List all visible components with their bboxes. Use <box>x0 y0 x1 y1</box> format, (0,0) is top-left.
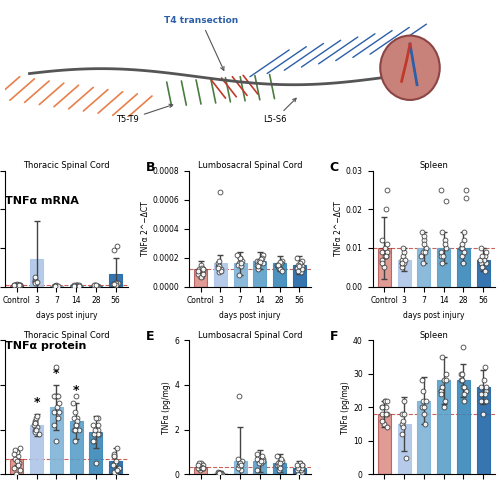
Bar <box>50 408 63 474</box>
Text: TNFα mRNA: TNFα mRNA <box>5 196 79 206</box>
Bar <box>214 472 227 474</box>
Text: *: * <box>34 395 40 408</box>
Text: T5-T9: T5-T9 <box>116 104 172 124</box>
Bar <box>90 286 102 287</box>
Bar <box>378 248 391 287</box>
X-axis label: days post injury: days post injury <box>403 311 464 320</box>
Y-axis label: TNFα (pg/mg): TNFα (pg/mg) <box>342 381 350 434</box>
Bar <box>273 263 286 287</box>
Ellipse shape <box>380 36 440 100</box>
Bar <box>254 260 266 287</box>
Bar <box>70 286 82 287</box>
Title: Spleen: Spleen <box>420 331 448 339</box>
Bar <box>476 387 490 474</box>
Bar <box>398 424 410 474</box>
Y-axis label: TNFα 2^−ΔCT: TNFα 2^−ΔCT <box>334 201 343 256</box>
Title: Spleen: Spleen <box>420 161 448 170</box>
Bar <box>194 269 207 287</box>
Y-axis label: TNFα (pg/mg): TNFα (pg/mg) <box>162 381 172 434</box>
Bar <box>109 274 122 287</box>
Bar <box>234 263 246 287</box>
Bar <box>273 463 286 474</box>
Bar <box>109 461 122 474</box>
Text: B: B <box>146 161 156 174</box>
Bar <box>437 248 450 287</box>
Bar <box>70 421 82 474</box>
Bar <box>418 401 430 474</box>
Bar <box>234 461 246 474</box>
Bar <box>293 468 306 474</box>
Text: L5-S6: L5-S6 <box>263 98 296 124</box>
Text: TNFα protein: TNFα protein <box>5 341 86 351</box>
Bar <box>457 380 470 474</box>
Bar <box>10 285 24 287</box>
X-axis label: days post injury: days post injury <box>36 311 97 320</box>
Text: *: * <box>53 366 60 379</box>
Bar <box>90 432 102 474</box>
Bar <box>30 425 43 474</box>
Bar <box>194 467 207 474</box>
Bar <box>50 286 63 287</box>
Bar <box>293 265 306 287</box>
Bar <box>457 248 470 287</box>
Title: Lumbosacral Spinal Cord: Lumbosacral Spinal Cord <box>198 161 302 170</box>
Text: F: F <box>330 330 338 343</box>
Bar <box>378 414 391 474</box>
Title: Thoracic Spinal Cord: Thoracic Spinal Cord <box>23 331 110 339</box>
Bar <box>254 461 266 474</box>
Text: C: C <box>330 161 339 174</box>
Title: Thoracic Spinal Cord: Thoracic Spinal Cord <box>23 161 110 170</box>
Bar <box>10 459 24 474</box>
Title: Lumbosacral Spinal Cord: Lumbosacral Spinal Cord <box>198 331 302 339</box>
Text: E: E <box>146 330 154 343</box>
Bar <box>398 259 410 287</box>
X-axis label: days post injury: days post injury <box>219 311 281 320</box>
Bar <box>214 263 227 287</box>
Text: T4 transection: T4 transection <box>164 16 238 70</box>
Text: *: * <box>73 384 80 397</box>
Bar <box>418 248 430 287</box>
Bar <box>437 380 450 474</box>
Bar <box>30 258 43 287</box>
Bar <box>476 259 490 287</box>
Y-axis label: TNFα 2^−ΔCT: TNFα 2^−ΔCT <box>140 201 149 256</box>
